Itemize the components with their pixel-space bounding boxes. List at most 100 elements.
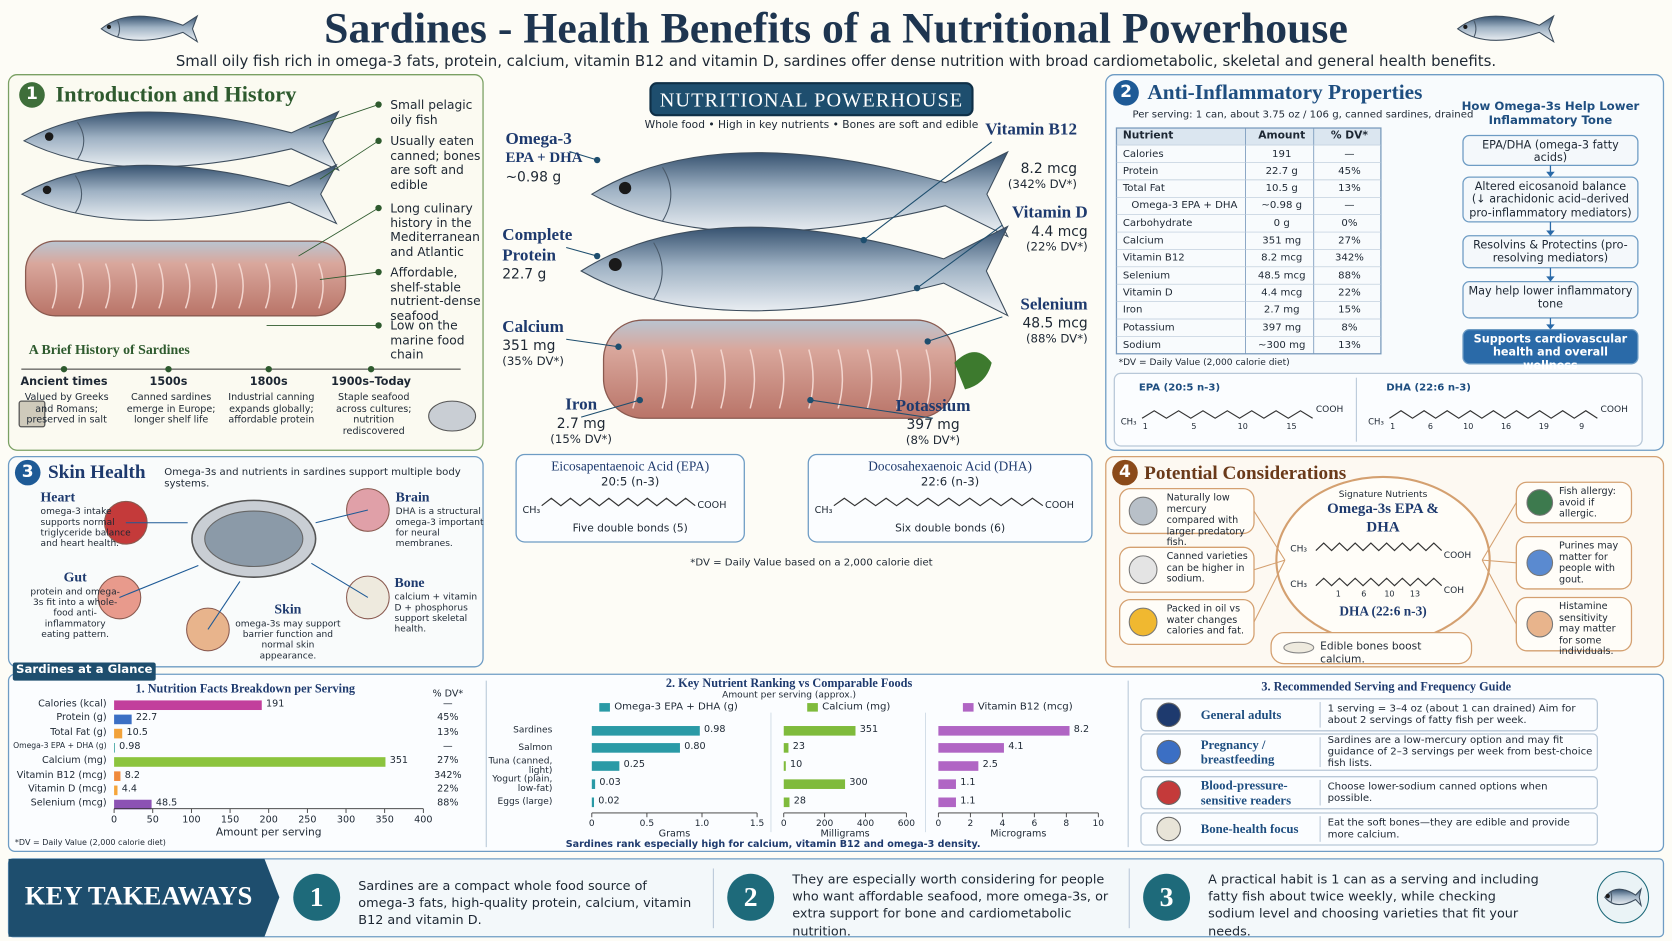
connector bbox=[1253, 559, 1286, 623]
y-tick-label: Tuna (canned, light) bbox=[488, 755, 553, 776]
y-tick-label: Salmon bbox=[518, 742, 553, 753]
dv-header: % DV* bbox=[432, 689, 464, 700]
history-point: Usually eaten canned; bones are soft and… bbox=[390, 133, 481, 192]
timeline-text: Canned sardines emerge in Europe; longer… bbox=[126, 392, 216, 426]
bar bbox=[783, 726, 856, 736]
x-tick-label: 100 bbox=[182, 815, 201, 826]
y-tick-label: Total Fat (g) bbox=[50, 727, 107, 738]
x-tick-label: 1.0 bbox=[694, 818, 710, 829]
chain-start: CH₃ bbox=[814, 505, 833, 517]
table-cell: 15% bbox=[1338, 304, 1361, 316]
table-cell: ~300 mg bbox=[1258, 339, 1306, 351]
connector bbox=[863, 141, 993, 241]
callout-amount: 397 mg bbox=[906, 417, 960, 434]
fish-eye bbox=[106, 24, 112, 30]
section-title: Introduction and History bbox=[55, 81, 297, 107]
bar bbox=[591, 761, 620, 771]
fatty-acid-box bbox=[515, 453, 745, 543]
guide-icon bbox=[1156, 780, 1181, 805]
connector bbox=[1482, 559, 1517, 564]
connector bbox=[319, 271, 379, 280]
fatty-acid-name: Docosahexaenoic Acid (DHA) bbox=[868, 458, 1032, 474]
fillet-line bbox=[866, 349, 873, 409]
section-number: 3 bbox=[21, 460, 34, 482]
guide-label: Pregnancy / breastfeeding bbox=[1200, 737, 1275, 768]
organ-name: Brain bbox=[395, 488, 430, 505]
callout-dv: (88% DV*) bbox=[1025, 331, 1088, 346]
callout-dv: (8% DV*) bbox=[905, 433, 961, 448]
fish bbox=[1456, 14, 1555, 44]
arrow-head bbox=[1546, 230, 1555, 236]
y-tick-label: Vitamin D (mcg) bbox=[28, 783, 107, 795]
table-cell: 8.2 mcg bbox=[1261, 252, 1303, 264]
fish-eye bbox=[608, 258, 622, 271]
x-tick-label: 8 bbox=[1063, 818, 1070, 829]
connector bbox=[1481, 502, 1517, 561]
fish-eye bbox=[44, 132, 54, 141]
pathway-text: Supports cardiovascular health and overa… bbox=[1473, 332, 1628, 373]
timeline-text: Industrial canning expands globally; aff… bbox=[228, 392, 315, 426]
history-point: Low on the marine food chain bbox=[390, 317, 465, 362]
carbon-number: 15 bbox=[1286, 421, 1297, 432]
gill bbox=[117, 20, 121, 38]
gill bbox=[1610, 891, 1613, 903]
connector bbox=[298, 207, 379, 257]
bar bbox=[114, 785, 118, 796]
carbon-number: 6 bbox=[1427, 421, 1433, 432]
guide-text: 1 serving = 3–4 oz (about 1 can drained)… bbox=[1327, 702, 1576, 727]
arrow-head bbox=[1546, 324, 1555, 330]
carbon-chain bbox=[833, 497, 1044, 507]
takeaway-number: 1 bbox=[309, 881, 324, 913]
consideration-text: Packed in oil vs water changes calories … bbox=[1166, 603, 1245, 638]
callout-dot bbox=[924, 338, 931, 345]
table-cell: Protein bbox=[1122, 165, 1159, 177]
fillet-line bbox=[318, 263, 324, 309]
carbon-number: 9 bbox=[1579, 421, 1585, 432]
x-tick-label: 300 bbox=[336, 815, 356, 826]
table-cell: 22.7 g bbox=[1265, 165, 1298, 177]
guide-label: General adults bbox=[1200, 707, 1282, 723]
table-cell: 45% bbox=[1338, 165, 1361, 177]
fish bbox=[1604, 887, 1643, 908]
carbon-chain bbox=[1389, 410, 1598, 419]
table-cell: 27% bbox=[1338, 234, 1361, 247]
y-tick-label: Yogurt (plain, low-fat) bbox=[492, 774, 553, 794]
fillet-line bbox=[896, 349, 902, 409]
table-cell: — bbox=[1344, 199, 1355, 212]
dv-label: 27% bbox=[437, 755, 459, 767]
table-cell: 0% bbox=[1341, 217, 1358, 230]
callout-amount: 2.7 mg bbox=[556, 416, 606, 433]
value-label: 0.98 bbox=[119, 741, 141, 753]
fillet-line bbox=[925, 349, 932, 409]
bar bbox=[938, 761, 979, 771]
consideration-icon bbox=[1128, 496, 1158, 526]
callout-amount: 48.5 mcg bbox=[1022, 315, 1088, 332]
value-label: 351 bbox=[859, 724, 879, 736]
dv-label: 22% bbox=[437, 783, 459, 795]
takeaway-number: 3 bbox=[1159, 881, 1174, 913]
x-tick-label: 250 bbox=[298, 815, 317, 826]
pathway-text: Resolvins & Protectins (pro-resolving me… bbox=[1473, 238, 1628, 265]
chain-start: CH₃ bbox=[1368, 417, 1384, 427]
connector bbox=[1253, 559, 1286, 571]
callout-amount: 22.7 g bbox=[502, 266, 547, 283]
fish bbox=[590, 150, 1009, 238]
organ-text: DHA is a structural omega-3 important fo… bbox=[395, 506, 484, 550]
x-axis-label: Milligrams bbox=[820, 828, 870, 840]
bar bbox=[783, 743, 789, 753]
arrow-head bbox=[1546, 276, 1555, 282]
takeaways-tag bbox=[8, 858, 280, 937]
fillet-line bbox=[690, 349, 697, 409]
value-label: 1.1 bbox=[960, 795, 976, 807]
fish bbox=[580, 225, 1009, 317]
callout-dv: (35% DV*) bbox=[502, 354, 564, 369]
value-label: 0.03 bbox=[599, 777, 621, 789]
guide-row bbox=[1140, 698, 1599, 732]
dv-label: 342% bbox=[434, 769, 462, 781]
structure-box bbox=[1113, 372, 1643, 447]
x-tick-label: 200 bbox=[815, 818, 834, 829]
value-label: 2.5 bbox=[982, 759, 998, 771]
table-cell: Sodium bbox=[1122, 339, 1162, 351]
y-tick-label: Vitamin B12 (mcg) bbox=[16, 769, 107, 781]
